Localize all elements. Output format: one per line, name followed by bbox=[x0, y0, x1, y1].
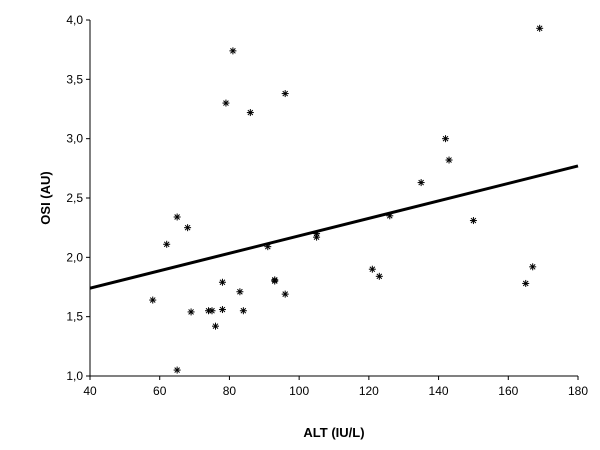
y-axis-ticks: 1,0 1,5 2,0 2,5 3,0 3,5 4,0 bbox=[66, 13, 90, 383]
data-point bbox=[469, 217, 477, 225]
data-point bbox=[281, 90, 289, 98]
y-tick-label: 2,5 bbox=[66, 191, 83, 205]
data-point bbox=[536, 24, 544, 32]
x-tick-label: 60 bbox=[153, 384, 167, 398]
y-tick-label: 3,5 bbox=[66, 72, 83, 86]
trendline bbox=[89, 164, 579, 290]
x-tick-label: 140 bbox=[429, 384, 449, 398]
x-axis-ticks: 40 60 80 100 120 140 160 180 bbox=[83, 376, 588, 398]
x-tick-label: 80 bbox=[223, 384, 237, 398]
data-point bbox=[229, 47, 237, 55]
data-point bbox=[211, 322, 219, 330]
data-point bbox=[149, 296, 157, 304]
data-points bbox=[149, 24, 544, 374]
x-tick-label: 180 bbox=[568, 384, 588, 398]
data-point bbox=[271, 277, 279, 285]
data-point bbox=[173, 213, 181, 221]
data-point bbox=[218, 306, 226, 314]
data-point bbox=[173, 366, 181, 374]
plot-area bbox=[89, 20, 578, 377]
data-point bbox=[184, 224, 192, 232]
x-axis-title: ALT (IU/L) bbox=[303, 425, 364, 440]
x-tick-label: 100 bbox=[289, 384, 309, 398]
data-point bbox=[246, 109, 254, 117]
y-tick-label: 4,0 bbox=[66, 13, 83, 27]
data-point bbox=[529, 263, 537, 271]
x-tick-label: 160 bbox=[498, 384, 518, 398]
data-point bbox=[239, 307, 247, 315]
x-tick-label: 120 bbox=[359, 384, 379, 398]
data-point bbox=[522, 279, 530, 287]
data-point bbox=[445, 156, 453, 164]
data-point bbox=[218, 278, 226, 286]
data-point bbox=[281, 290, 289, 298]
y-tick-label: 2,0 bbox=[66, 250, 83, 264]
data-point bbox=[208, 307, 216, 315]
data-point bbox=[163, 240, 171, 248]
y-tick-label: 1,5 bbox=[66, 310, 83, 324]
data-point bbox=[417, 179, 425, 187]
data-point bbox=[313, 233, 321, 241]
data-point bbox=[222, 99, 230, 107]
data-point bbox=[368, 265, 376, 273]
y-tick-label: 1,0 bbox=[66, 369, 83, 383]
data-point bbox=[442, 135, 450, 143]
data-point bbox=[187, 308, 195, 316]
x-tick-label: 40 bbox=[83, 384, 97, 398]
y-tick-label: 3,0 bbox=[66, 132, 83, 146]
data-point bbox=[236, 288, 244, 296]
trendline-layer bbox=[89, 164, 579, 290]
y-axis-title: OSI (AU) bbox=[38, 171, 53, 224]
data-point bbox=[375, 272, 383, 280]
